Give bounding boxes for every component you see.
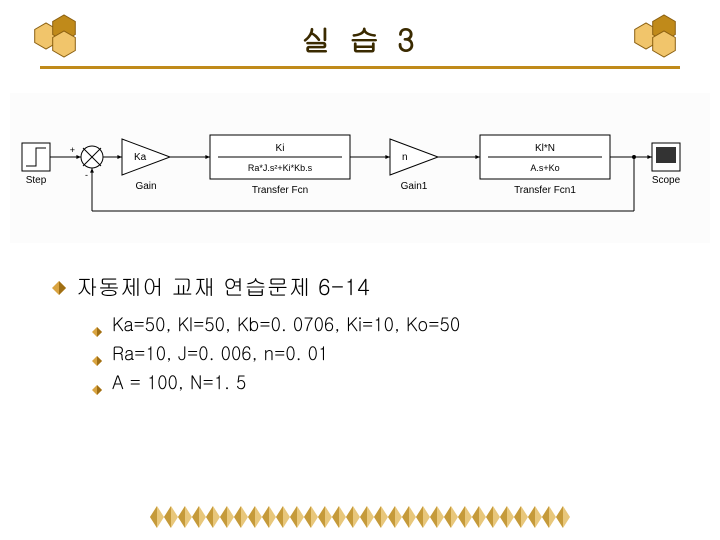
svg-text:Gain: Gain	[135, 181, 156, 192]
svg-text:Ra*J.s²+Ki*Kb.s: Ra*J.s²+Ki*Kb.s	[248, 163, 313, 173]
bullet2-text: Ka=50, Kl=50, Kb=0. 0706, Ki=10, Ko=50	[112, 312, 460, 337]
svg-text:Ki: Ki	[276, 143, 285, 154]
bullet-level1: 자동제어 교재 연습문제 6-14	[52, 271, 668, 302]
bullet1-text: 자동제어 교재 연습문제 6-14	[76, 271, 370, 302]
svg-text:Gain1: Gain1	[401, 181, 428, 192]
svg-text:Scope: Scope	[652, 175, 681, 186]
svg-text:Step: Step	[26, 175, 47, 186]
hex-decoration-right	[630, 14, 690, 60]
footer-pattern	[0, 506, 720, 532]
bullet2-text: Ra=10, J=0. 006, n=0. 01	[112, 341, 328, 366]
diamond-bullet-icon	[52, 277, 66, 291]
content-area: 자동제어 교재 연습문제 6-14 Ka=50, Kl=50, Kb=0. 07…	[52, 271, 668, 395]
svg-text:Kl*N: Kl*N	[535, 143, 555, 154]
bullet2-text: A = 100, N=1. 5	[112, 370, 246, 395]
diamond-bullet-icon	[92, 348, 102, 358]
slide-title: 실 습 3	[40, 18, 680, 60]
diamond-bullet-icon	[92, 377, 102, 387]
svg-text:Transfer Fcn: Transfer Fcn	[252, 185, 308, 196]
block-diagram: Step + - Ka Gain Ki Ra*J.s²+Ki*Kb.s Transfer Fc…	[10, 93, 710, 243]
svg-text:Transfer Fcn1: Transfer Fcn1	[514, 185, 576, 196]
title-underline	[40, 66, 680, 69]
diamond-bullet-icon	[92, 319, 102, 329]
hex-decoration-left	[30, 14, 90, 60]
bullet-level2: Ra=10, J=0. 006, n=0. 01	[92, 341, 668, 366]
svg-text:A.s+Ko: A.s+Ko	[530, 163, 559, 173]
svg-text:+: +	[70, 145, 75, 155]
svg-text:Ka: Ka	[134, 152, 147, 163]
svg-text:n: n	[402, 152, 408, 163]
bullet-level2: Ka=50, Kl=50, Kb=0. 0706, Ki=10, Ko=50	[92, 312, 668, 337]
svg-text:-: -	[85, 170, 88, 180]
bullet-level2: A = 100, N=1. 5	[92, 370, 668, 395]
